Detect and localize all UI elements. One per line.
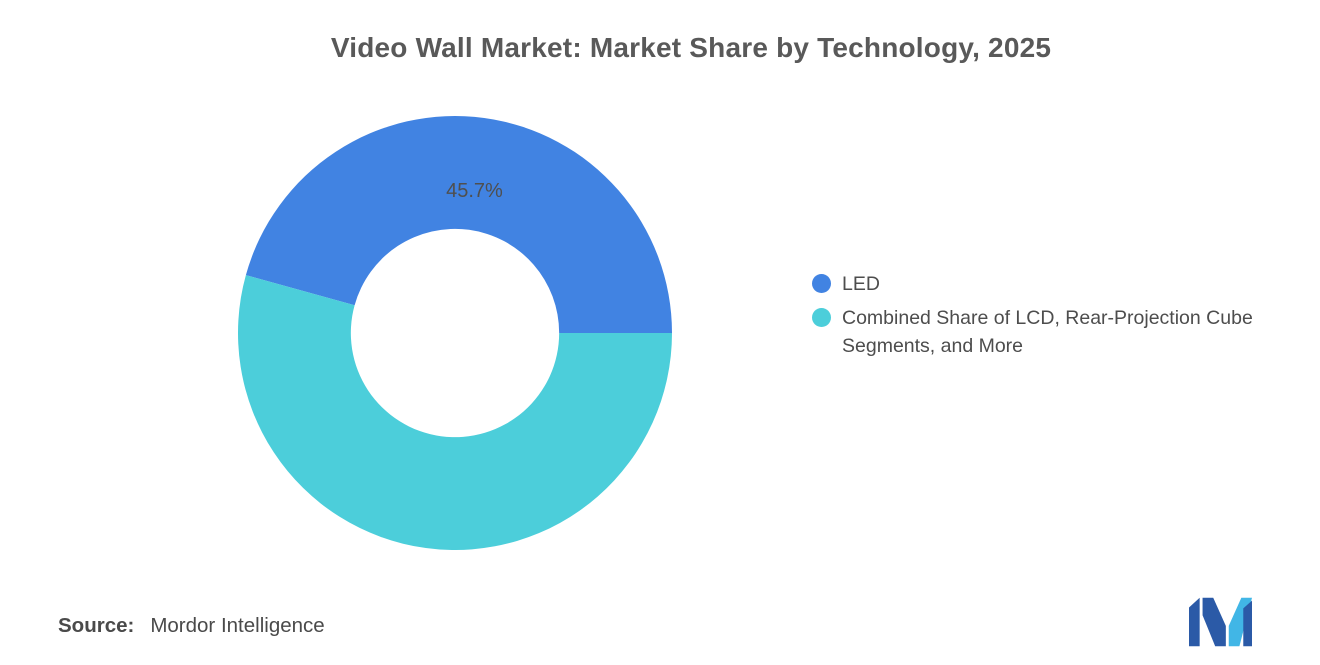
mordor-intelligence-logo: [1189, 597, 1252, 647]
source-line: Source: Mordor Intelligence: [58, 614, 325, 638]
legend-item-led: LED: [812, 270, 1262, 298]
pie-slice-0: [245, 116, 673, 333]
pie-slice-1: [238, 275, 672, 550]
slice-data-label: 45.7%: [446, 180, 503, 202]
legend-marker-combined-icon: [812, 308, 831, 327]
chart-legend: LED Combined Share of LCD, Rear-Projecti…: [812, 270, 1262, 366]
source-label: Source:: [58, 614, 135, 637]
logo-left-bar: [1189, 597, 1200, 647]
legend-item-combined: Combined Share of LCD, Rear-Projection C…: [812, 304, 1262, 360]
chart-title: Video Wall Market: Market Share by Techn…: [330, 32, 1052, 63]
legend-marker-led-icon: [812, 274, 831, 293]
donut-chart: 45.7%: [238, 116, 673, 550]
logo-down-diagonal: [1202, 597, 1226, 647]
donut-chart-svg: 45.7%: [238, 116, 673, 550]
source-value: Mordor Intelligence: [150, 614, 325, 637]
legend-label-combined: Combined Share of LCD, Rear-Projection C…: [842, 307, 1253, 357]
legend-label-led: LED: [842, 273, 880, 295]
logo-right-bar: [1243, 600, 1252, 647]
